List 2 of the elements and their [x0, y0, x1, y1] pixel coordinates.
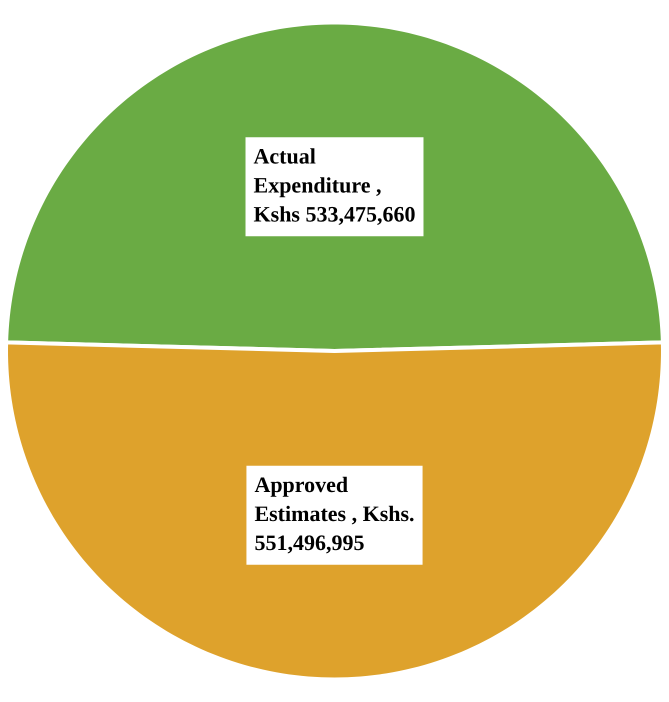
slice-label: Approved Estimates , Kshs. 551,496,995	[254, 472, 415, 555]
slice-label: Actual Expenditure , Kshs 533,475,660	[254, 143, 416, 226]
